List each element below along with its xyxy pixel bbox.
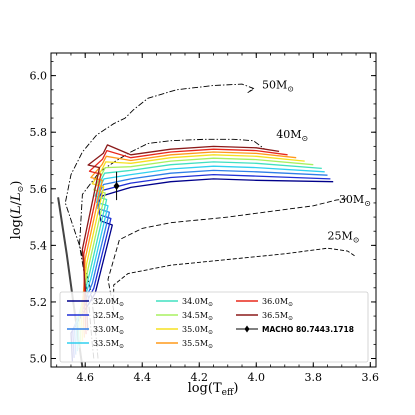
y-tick-label: 5.2 [30, 296, 48, 309]
x-axis-label-sub: eff [222, 388, 234, 398]
x-tick-label: 4.4 [133, 371, 151, 384]
x-tick-label: 3.6 [362, 371, 380, 384]
x-axis-label-end: ) [233, 381, 238, 396]
y-axis-label: log(L/L⊙) [9, 181, 25, 240]
y-axis-label-end: ) [9, 181, 24, 186]
y-tick-label: 5.8 [30, 126, 48, 139]
y-axis-label-sun: ⊙ [16, 186, 25, 193]
x-tick-label: 3.8 [305, 371, 323, 384]
x-axis-label-main: log(T [188, 381, 222, 396]
y-tick-label: 6.0 [30, 70, 48, 83]
legend: 32.0M⊙32.5M⊙33.0M⊙33.5M⊙34.0M⊙34.5M⊙35.0… [60, 292, 368, 362]
y-tick-label: 5.4 [30, 239, 48, 252]
x-tick-label: 4.6 [76, 371, 94, 384]
y-axis-label-main: log( [9, 214, 24, 239]
x-axis-label: log(Teff) [188, 381, 239, 398]
x-tick-label: 4.0 [248, 371, 266, 384]
y-axis-label-lsun: L [9, 192, 24, 202]
legend-star-label: MACHO 80.7443.1718 [262, 325, 354, 334]
y-axis-label-l: L [9, 205, 24, 215]
y-tick-label: 5.0 [30, 353, 48, 366]
y-tick-label: 5.6 [30, 183, 48, 196]
